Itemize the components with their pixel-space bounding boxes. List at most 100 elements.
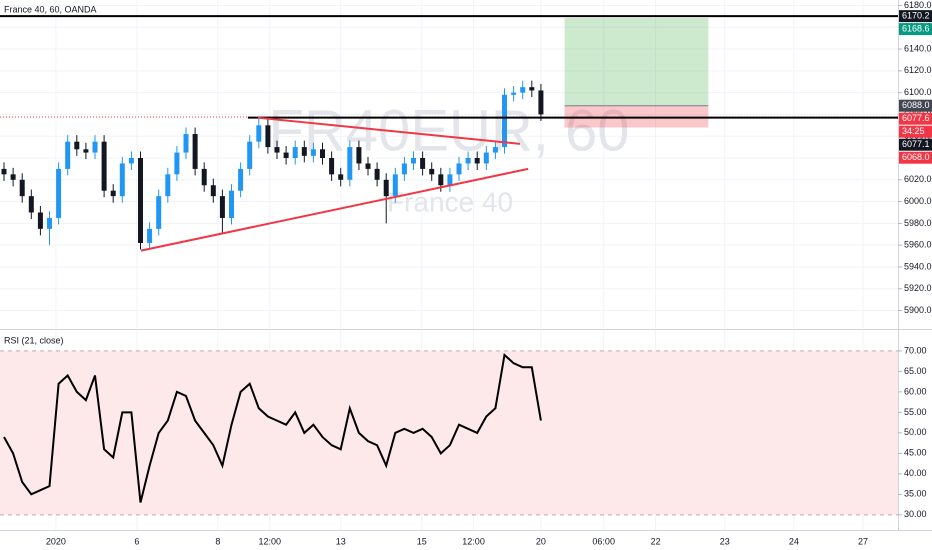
y-tick-label: 45.00 [904,448,927,458]
y-tick-label: 55.00 [904,407,927,417]
y-tick-label: 6100.0 [904,87,932,97]
candle-body [520,87,526,93]
candle-body [247,141,253,169]
y-tick-label: 5920.0 [904,283,932,293]
candle-body [456,163,462,175]
candle-body [101,141,107,191]
x-tick-label: 23 [720,536,730,546]
candle-body [19,179,25,197]
candle-body [310,149,316,156]
rsi-band [0,350,898,515]
candle-body [10,174,16,180]
candle-body [392,174,398,197]
price-label-box [899,10,932,23]
candle-body [1,168,7,175]
candle-body [74,141,80,150]
candle-body [147,228,153,244]
x-tick-label: 27 [858,536,868,546]
candle-body [201,168,207,186]
candle-body [347,147,353,180]
x-tick-label: 20 [536,536,546,546]
candle-body [374,168,380,180]
candle-body [156,196,162,229]
candle-body [401,163,407,175]
candle-body [256,125,262,142]
y-tick-label: 5940.0 [904,261,932,271]
x-tick-label: 12:00 [258,536,281,546]
y-tick-label: 6120.0 [904,65,932,75]
candle-body [492,147,498,153]
candle-body [138,158,144,244]
candle-body [274,147,280,153]
price-label: 34:25 [902,126,925,136]
x-tick-label: 22 [651,536,661,546]
candle-body [265,125,271,148]
position-target [564,17,709,106]
candle-body [529,87,535,91]
trend-line [140,167,529,252]
watermark: FR40EUR, 60 [268,98,629,163]
candle-body [174,152,180,175]
candle-body [301,147,307,156]
rsi-title: RSI (21, close) [4,335,64,345]
y-tick-label: 50.00 [904,427,927,437]
candle-body [229,190,235,218]
candle-body [474,158,480,164]
price-label-box [899,138,932,151]
candle-body [447,174,453,186]
candle-body [37,212,43,229]
candle-body [119,163,125,197]
price-label: 6170.2 [902,11,930,21]
y-tick-label: 5980.0 [904,218,932,228]
y-tick-label: 5900.0 [904,305,932,315]
candle-body [465,158,471,164]
candle-body [365,163,371,169]
y-tick-label: 6000.0 [904,196,932,206]
price-label-box [899,99,932,112]
candle-body [538,90,544,115]
candle-body [320,149,326,159]
candle-body [28,196,34,213]
y-tick-label: 6020.0 [904,174,932,184]
candle-body [238,168,244,191]
candle-body [47,217,53,229]
x-tick-label: 06:00 [592,536,615,546]
candle-body [502,94,508,148]
price-label: 6168.6 [902,24,930,34]
x-tick-label: 8 [215,536,220,546]
candle-body [83,149,89,153]
rsi-line [3,353,542,503]
grid [0,0,898,530]
plot [0,15,932,503]
candle-body [483,152,489,164]
price-label: 6088.0 [902,100,930,110]
candle-body [56,168,62,218]
price-label-box [899,151,932,164]
y-tick-label: 5960.0 [904,240,932,250]
candle-body [128,158,134,164]
candle-body [420,158,426,169]
price-label: 6077.1 [902,139,930,149]
candle-body [183,134,189,153]
y-tick-label: 70.00 [904,345,927,355]
candle-body [110,190,116,197]
price-label-box [899,112,932,125]
y-tick-label: 40.00 [904,468,927,478]
chart-title: France 40, 60, OANDA [4,4,97,14]
y-tick-label: 35.00 [904,489,927,499]
x-tick-label: 15 [417,536,427,546]
y-tick-label: 65.00 [904,366,927,376]
y-tick-label: 30.00 [904,509,927,519]
candle-body [292,147,298,159]
candle-body [65,141,71,169]
trend-line [257,116,521,145]
candle-body [283,152,289,159]
price-label-box [899,23,932,36]
y-tick-label: 6140.0 [904,43,932,53]
x-tick-label: 24 [789,536,799,546]
price-label: 6077.6 [902,113,930,123]
x-tick-label: 12:00 [462,536,485,546]
price-label-box [899,125,932,138]
x-tick-label: 6 [134,536,139,546]
